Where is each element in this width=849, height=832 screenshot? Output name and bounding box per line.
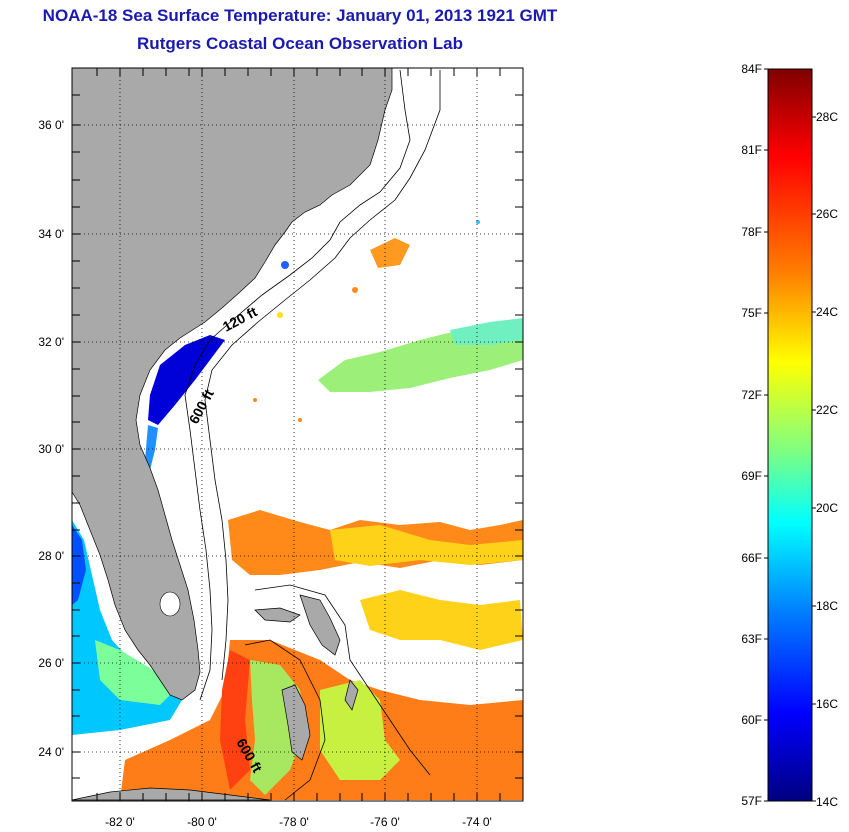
colorbar-f-label: 78F (741, 225, 762, 239)
sst-data-patches (72, 220, 523, 800)
land-eleuthera (344, 679, 359, 711)
sst-patch-bahamas-red (220, 650, 250, 790)
colorbar-fahrenheit-labels: 84F 81F 78F 75F 72F 69F 66F 63F 60F 57F (741, 62, 762, 808)
map-content (72, 68, 523, 801)
land-abaco-island (299, 594, 341, 656)
colorbar-c-label: 28C (816, 110, 838, 124)
contour-bahamas-inner (254, 584, 431, 776)
colorbar-ticks (764, 68, 816, 802)
map-subtitle: Rutgers Coastal Ocean Observation Lab (137, 34, 463, 53)
lake-okeechobee (159, 591, 181, 617)
sst-patch-georgia-edge (145, 425, 158, 470)
sst-dot (352, 287, 358, 293)
sst-patch-28n-yellow (330, 525, 523, 566)
land-us-mainland (72, 68, 393, 701)
sst-patch-carolina-orange (370, 238, 410, 268)
colorbar-celsius-labels: 28C 26C 24C 22C 20C 18C 16C 14C (816, 110, 838, 809)
colorbar-c-label: 26C (816, 207, 838, 221)
lat-tick-label: 36 0' (38, 118, 64, 132)
land-grand-bahama (254, 607, 301, 623)
colorbar-c-label: 16C (816, 697, 838, 711)
colorbar-c-label: 24C (816, 305, 838, 319)
lat-tick-label: 34 0' (38, 227, 64, 241)
sst-patch-gulf-blue (72, 525, 86, 605)
frame-ticks (72, 68, 523, 801)
sst-dot (277, 312, 283, 318)
map-frame (71, 67, 524, 802)
lat-tick-label: 24 0' (38, 745, 64, 759)
lat-tick-label: 26 0' (38, 656, 64, 670)
sst-dot (253, 398, 257, 402)
colorbar-c-label: 14C (816, 795, 838, 809)
sst-dot (281, 261, 289, 269)
lat-tick-label: 28 0' (38, 549, 64, 563)
map-title: NOAA-18 Sea Surface Temperature: January… (42, 6, 558, 25)
colorbar-f-label: 63F (741, 632, 762, 646)
sst-dot (298, 418, 302, 422)
lon-labels: -82 0' -80 0' -78 0' -76 0' -74 0' (105, 815, 492, 829)
colorbar-f-label: 81F (741, 143, 762, 157)
sst-patch-gulf-green (95, 640, 175, 705)
colorbar-f-label: 72F (741, 388, 762, 402)
lon-tick-label: -82 0' (105, 815, 135, 829)
colorbar-f-label: 84F (741, 62, 762, 76)
lat-tick-label: 30 0' (38, 442, 64, 456)
lat-labels: 36 0' 34 0' 32 0' 30 0' 28 0' 26 0' 24 0… (38, 118, 64, 759)
contour-120ft (184, 69, 411, 701)
colorbar-c-label: 20C (816, 501, 838, 515)
colorbar-gradient (767, 68, 813, 802)
contour-bahamas-600ft (244, 639, 326, 801)
colorbar-f-label: 69F (741, 469, 762, 483)
colorbar-c-label: 18C (816, 599, 838, 613)
colorbar: 84F 81F 78F 75F 72F 69F 66F 63F 60F 57F … (741, 62, 838, 809)
contour-600ft (204, 70, 441, 681)
bathymetry-contours (184, 69, 441, 801)
lon-tick-label: -74 0' (462, 815, 492, 829)
colorbar-c-label: 22C (816, 403, 838, 417)
colorbar-f-label: 60F (741, 713, 762, 727)
colorbar-f-label: 75F (741, 306, 762, 320)
lon-tick-label: -76 0' (370, 815, 400, 829)
sst-patch-georgia-cold (148, 335, 225, 425)
lon-tick-label: -78 0' (279, 815, 309, 829)
land-andros-island (281, 684, 311, 761)
lat-tick-label: 32 0' (38, 335, 64, 349)
colorbar-f-label: 57F (741, 794, 762, 808)
lon-tick-label: -80 0' (187, 815, 217, 829)
sst-patch-27n-yellow (360, 590, 523, 650)
colorbar-f-label: 66F (741, 551, 762, 565)
sst-patch-cyan-band (450, 318, 523, 345)
land-cuba (72, 787, 271, 801)
